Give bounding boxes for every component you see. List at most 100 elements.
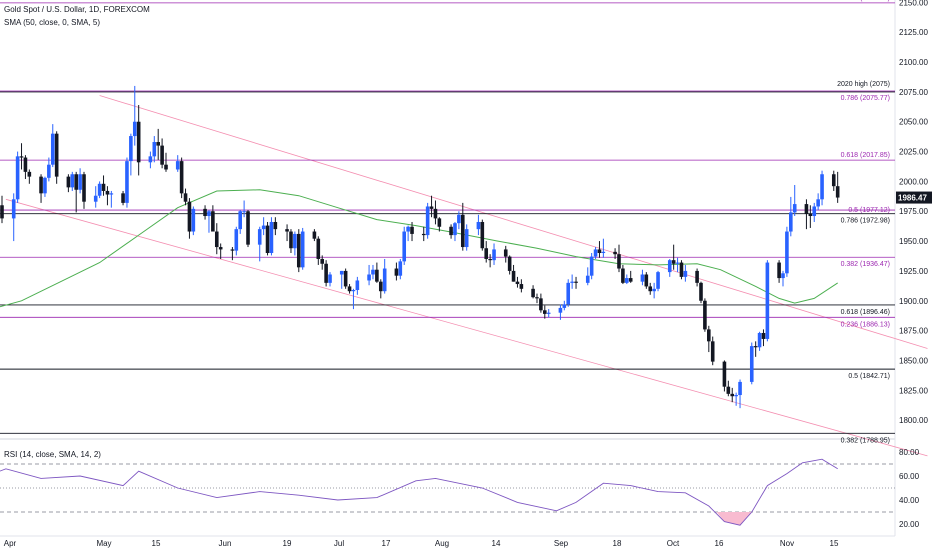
candle-body xyxy=(749,346,754,382)
channel-lower-line xyxy=(5,198,928,457)
chart-title: Gold Spot / U.S. Dollar, 1D, FOREXCOM xyxy=(4,5,150,14)
candle-body xyxy=(558,307,563,313)
candle-body xyxy=(152,142,157,157)
candle-body xyxy=(296,233,301,268)
price-tick-label: 1825.00 xyxy=(899,386,928,395)
candle-body xyxy=(765,262,770,339)
candle-body xyxy=(148,156,153,163)
candle-body xyxy=(367,274,371,281)
candle-body xyxy=(488,258,492,261)
price-tick-label: 1975.00 xyxy=(899,207,928,216)
candle-body xyxy=(129,136,133,162)
level-label: 2020 high (2075) xyxy=(837,81,890,88)
candle-body xyxy=(531,288,535,298)
candle-body xyxy=(269,221,274,254)
rsi-tick-label: 80.00 xyxy=(899,448,920,457)
candle-body xyxy=(785,231,789,274)
candle-body xyxy=(93,195,98,202)
price-tick-label: 2075.00 xyxy=(899,88,928,97)
candle-body xyxy=(50,133,55,165)
candle-body xyxy=(562,304,567,308)
candle-body xyxy=(394,268,399,276)
candle-body xyxy=(699,282,703,301)
candle-body xyxy=(792,204,797,213)
candle-body xyxy=(585,275,590,283)
candle-body xyxy=(710,341,715,362)
candle-body xyxy=(480,221,485,249)
candle-body xyxy=(273,221,278,230)
candle-body xyxy=(503,249,508,257)
rsi-tick-label: 20.00 xyxy=(899,520,920,529)
candle-body xyxy=(66,176,71,188)
candle-body xyxy=(54,133,59,177)
candle-body xyxy=(293,233,297,249)
time-tick-label: Jun xyxy=(219,539,232,548)
candle-body xyxy=(437,218,442,227)
candle-body xyxy=(191,208,196,232)
time-tick-label: May xyxy=(96,539,111,548)
candle-body xyxy=(652,288,656,292)
candle-body xyxy=(781,273,785,279)
candle-body xyxy=(789,212,793,232)
candle-body xyxy=(722,361,727,387)
candle-body xyxy=(574,281,578,283)
candle-body xyxy=(175,161,180,170)
price-tick-label: 1900.00 xyxy=(899,297,928,306)
candle-body xyxy=(644,274,649,287)
candle-body xyxy=(105,190,110,195)
candle-body xyxy=(78,174,82,190)
price-tick-label: 1950.00 xyxy=(899,237,928,246)
candle-body xyxy=(621,268,625,283)
candle-body xyxy=(0,205,4,219)
time-tick-label: Apr xyxy=(4,539,17,548)
candle-body xyxy=(402,231,407,262)
candle-body xyxy=(546,312,551,314)
candle-body xyxy=(519,284,524,289)
candle-body xyxy=(808,213,813,217)
price-tick-label: 2050.00 xyxy=(899,118,928,127)
level-label: 0.618 (1896.46) xyxy=(841,309,890,316)
candle-body xyxy=(343,270,348,287)
level-label: 0.5 (1977.12) xyxy=(848,207,890,214)
candle-body xyxy=(625,278,629,283)
time-tick-label: Aug xyxy=(435,539,449,548)
candle-body xyxy=(234,229,239,251)
price-tick-label: 1925.00 xyxy=(899,267,928,276)
candle-body xyxy=(535,297,539,299)
candle-body xyxy=(15,156,20,200)
candle-body xyxy=(257,229,262,245)
candle-body xyxy=(831,174,836,187)
candle-body xyxy=(339,270,344,275)
candle-body xyxy=(179,161,184,194)
candle-body xyxy=(211,211,215,232)
time-tick-label: 18 xyxy=(613,539,622,548)
candle-body xyxy=(601,251,606,254)
candle-body xyxy=(593,249,598,257)
candle-body xyxy=(730,393,735,397)
time-tick-label: Jul xyxy=(334,539,344,548)
price-tick-label: 1875.00 xyxy=(899,327,928,336)
candle-body xyxy=(777,262,781,279)
candle-body xyxy=(246,211,250,245)
candle-body xyxy=(218,247,223,250)
candle-body xyxy=(613,251,617,255)
level-label: 0.5 (1842.71) xyxy=(848,373,890,380)
candle-body xyxy=(238,211,243,230)
candle-body xyxy=(617,254,621,269)
candle-body xyxy=(316,238,321,259)
candle-body xyxy=(683,270,688,277)
candle-body xyxy=(101,183,106,191)
candle-body xyxy=(457,214,461,224)
candle-body xyxy=(492,249,496,261)
time-tick-label: 17 xyxy=(382,539,391,548)
rsi-indicator-label: RSI (14, close, SMA, 14, 2) xyxy=(4,450,101,459)
time-tick-label: 19 xyxy=(283,539,292,548)
candle-body xyxy=(23,157,28,172)
time-tick-label: Sep xyxy=(554,539,569,548)
candle-body xyxy=(27,171,32,177)
price-tick-label: 1800.00 xyxy=(899,416,928,425)
candle-body xyxy=(835,186,840,198)
candle-body xyxy=(671,260,676,264)
time-tick-label: 16 xyxy=(715,539,724,548)
